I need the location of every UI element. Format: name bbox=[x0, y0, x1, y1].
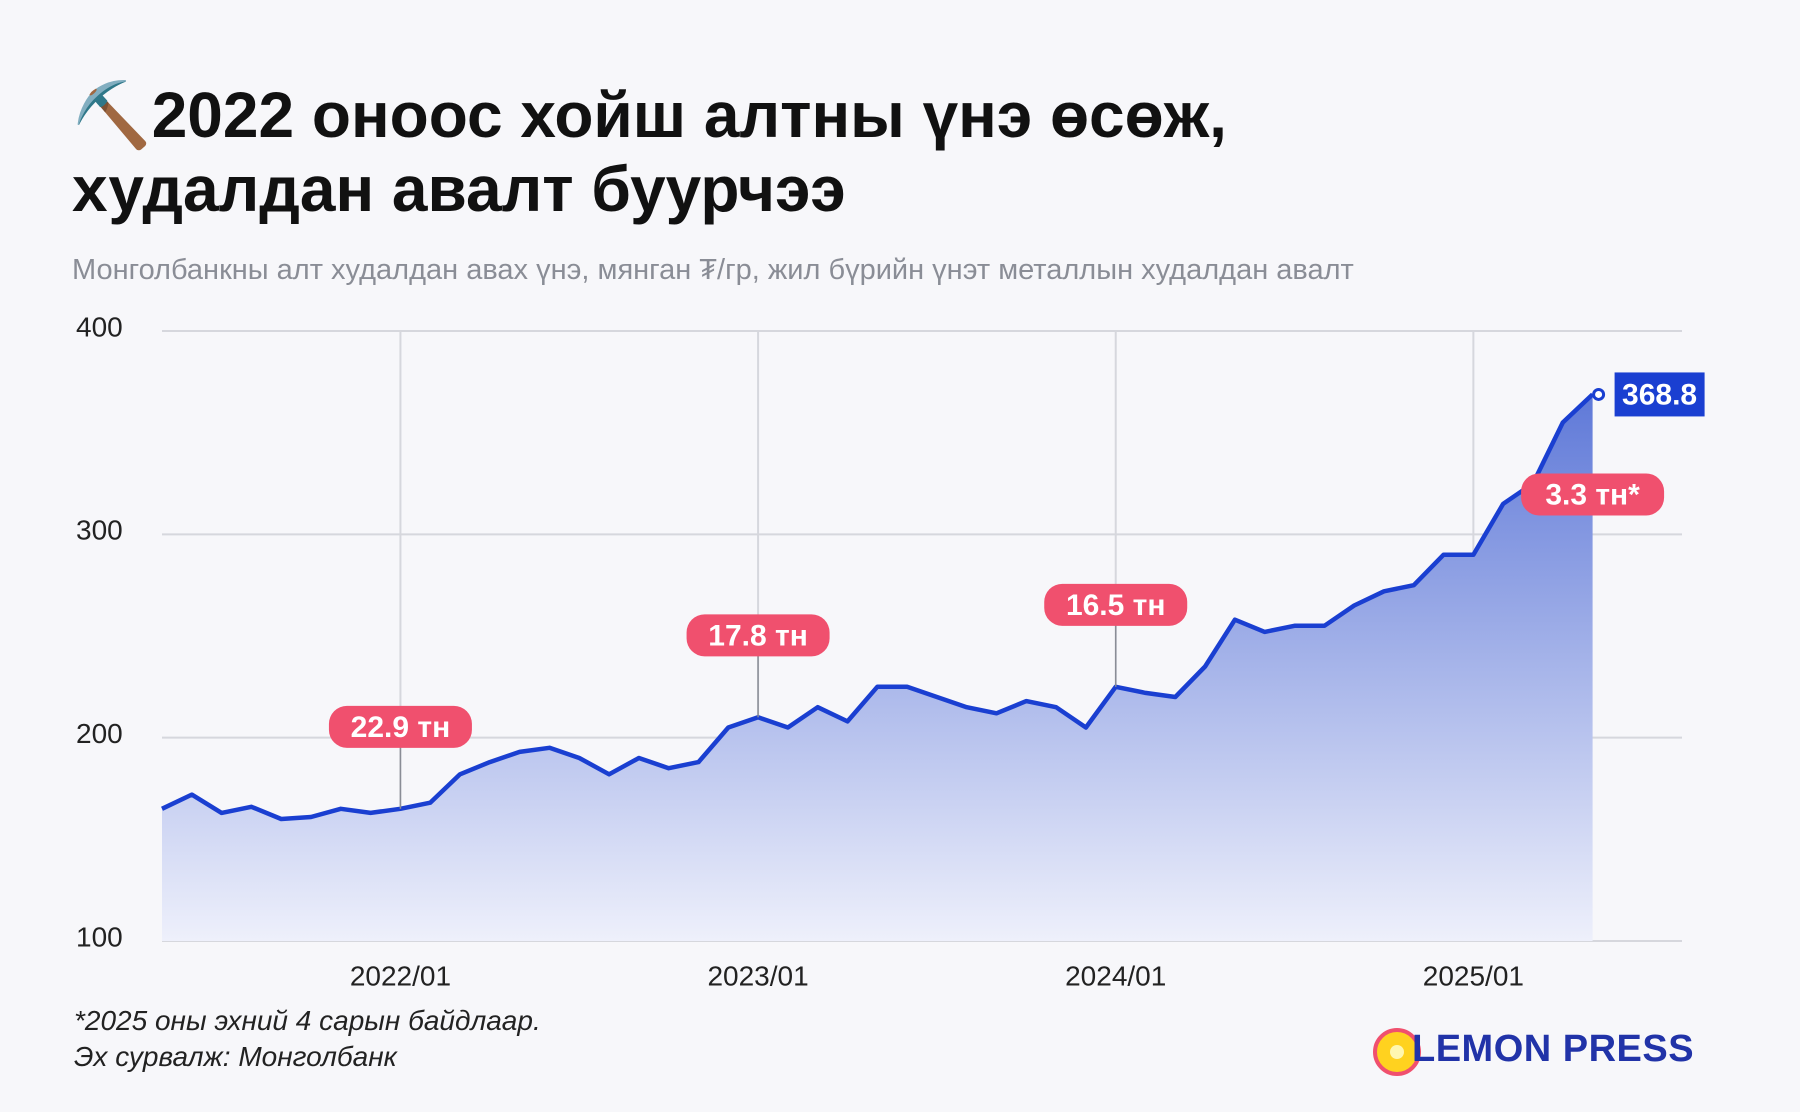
y-tick-label: 100 bbox=[76, 921, 123, 952]
source: Эх сурвалж: Монголбанк bbox=[74, 1041, 397, 1072]
x-tick-label: 2025/01 bbox=[1423, 960, 1524, 991]
footnote: *2025 оны эхний 4 сарын байдлаар. bbox=[74, 1005, 541, 1036]
annotation-label: 3.3 тн* bbox=[1545, 478, 1640, 511]
x-tick-label: 2024/01 bbox=[1065, 960, 1166, 991]
annotation-label: 17.8 тн bbox=[708, 619, 808, 652]
annotation-box bbox=[1521, 473, 1665, 516]
end-label: 368.8 bbox=[1622, 378, 1697, 411]
annotation-label: 22.9 тн bbox=[351, 711, 451, 744]
chart-title: ⛏️2022 оноос хойш алтны үнэ өсөж, худалд… bbox=[72, 79, 1227, 225]
annotation-box bbox=[328, 705, 472, 748]
annotation-box bbox=[686, 614, 830, 657]
logo-text: LEMON PRESS bbox=[1412, 1028, 1695, 1070]
chart-subtitle: Монголбанкны алт худалдан авах үнэ, мянг… bbox=[72, 254, 1354, 286]
y-tick-label: 300 bbox=[76, 515, 123, 546]
x-tick-label: 2023/01 bbox=[707, 960, 808, 991]
logo-icon-center bbox=[1390, 1045, 1404, 1059]
end-label-box bbox=[1614, 372, 1705, 417]
y-tick-label: 200 bbox=[76, 718, 123, 749]
area bbox=[162, 394, 1593, 941]
annotation-label: 16.5 тн bbox=[1066, 589, 1166, 622]
annotation-box bbox=[1044, 583, 1188, 626]
end-marker bbox=[1592, 387, 1606, 401]
x-tick-label: 2022/01 bbox=[350, 960, 451, 991]
y-tick-label: 400 bbox=[76, 311, 123, 342]
